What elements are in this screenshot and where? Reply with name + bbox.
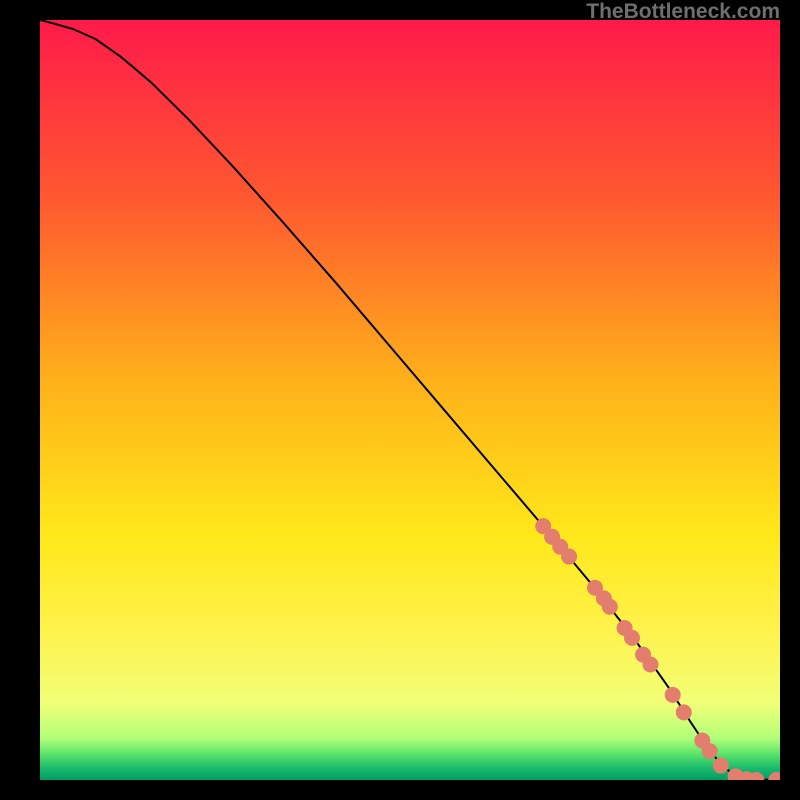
gradient-background [40, 20, 780, 780]
data-marker [676, 704, 692, 720]
data-marker [602, 599, 618, 615]
data-marker [624, 630, 640, 646]
watermark-text: TheBottleneck.com [586, 0, 780, 24]
data-marker [643, 656, 659, 672]
data-marker [665, 687, 681, 703]
data-marker [713, 758, 729, 774]
chart-plot [40, 20, 780, 780]
chart-frame: TheBottleneck.com [0, 0, 800, 800]
data-marker [561, 549, 577, 565]
data-marker [702, 743, 718, 759]
